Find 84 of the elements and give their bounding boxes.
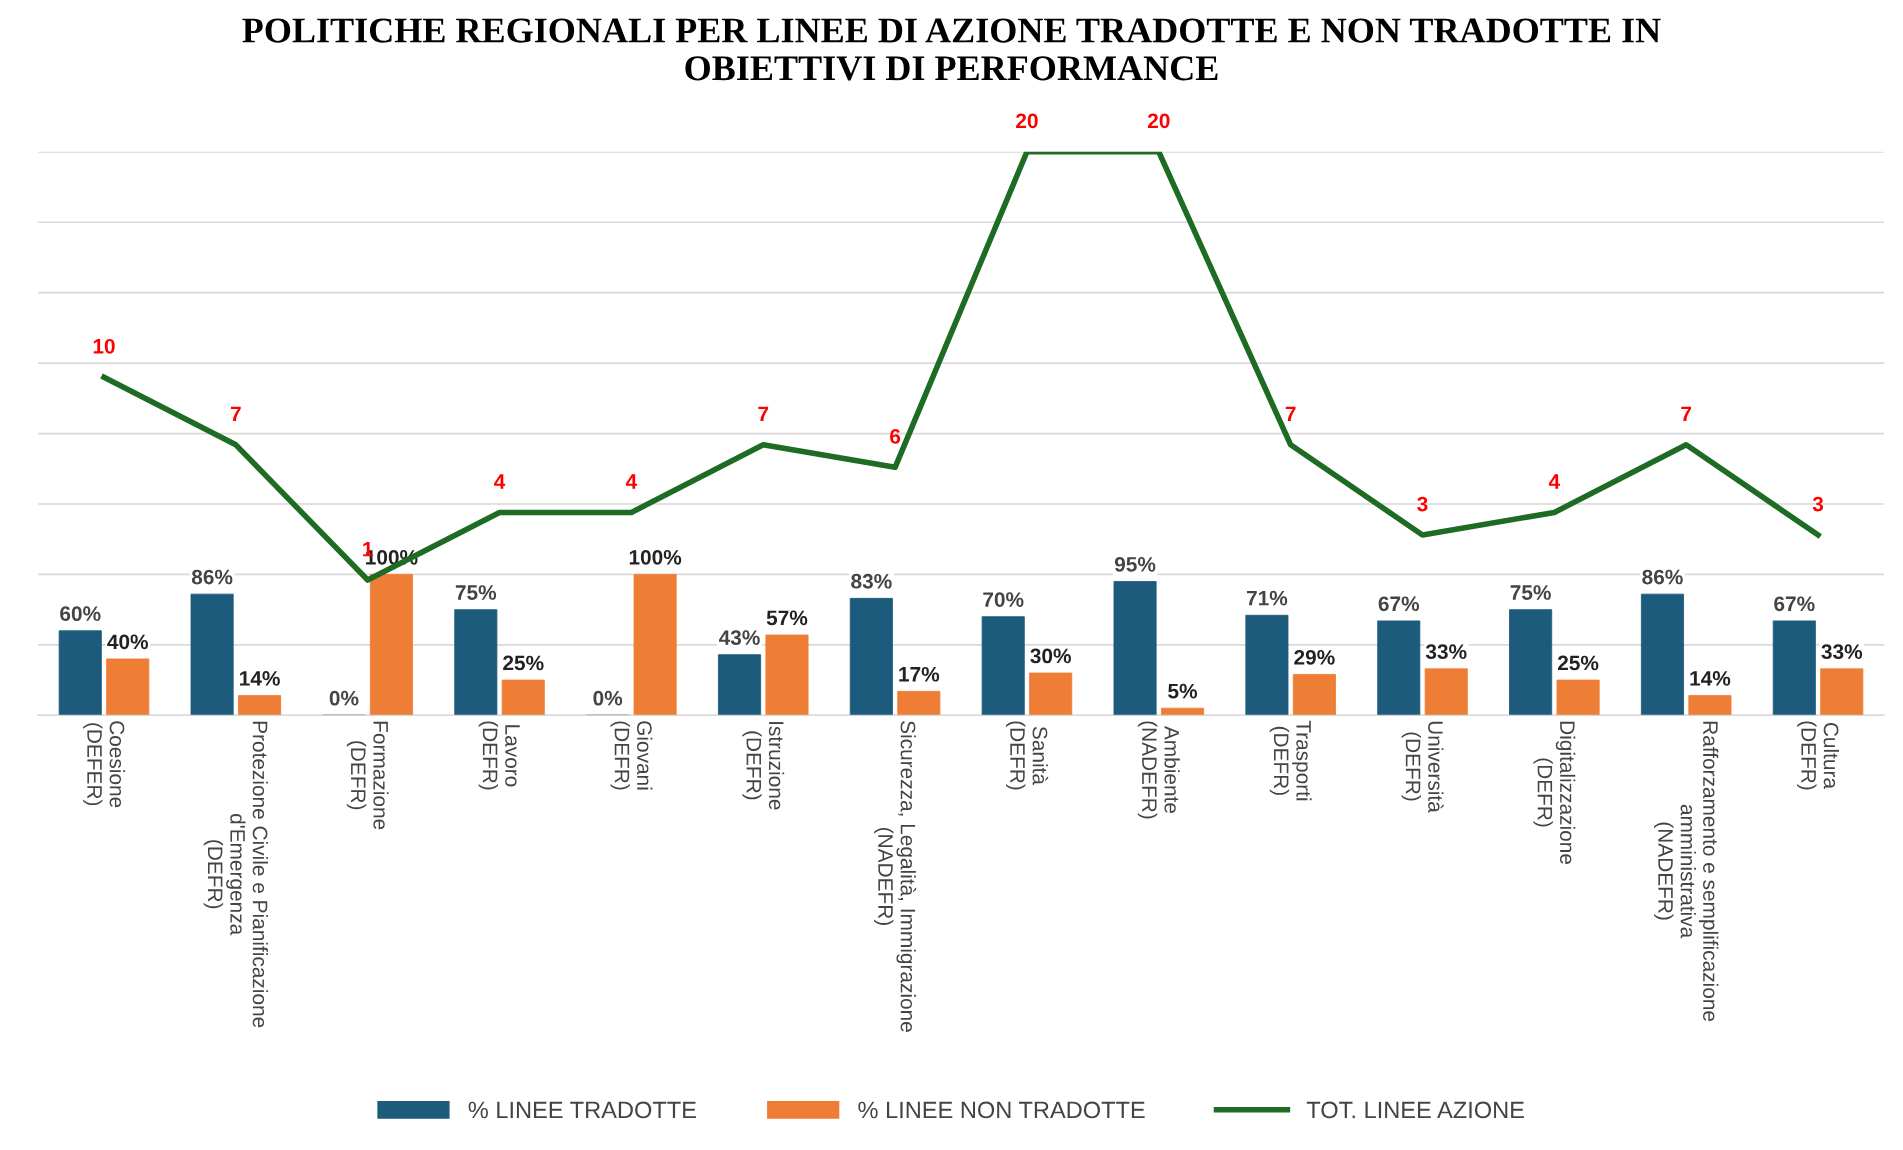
x-tick-label: Rafforzamento e semplificazione amministrativa (NADEFR) bbox=[1654, 721, 1719, 1022]
x-tick-label: Università (DEFR) bbox=[1401, 721, 1444, 813]
data-label: 3 bbox=[1417, 496, 1428, 512]
bar bbox=[1556, 679, 1600, 716]
data-label: 14% bbox=[240, 671, 280, 686]
data-label: 33% bbox=[1821, 644, 1863, 660]
data-label: 10 bbox=[93, 338, 115, 354]
data-label: 7 bbox=[1285, 406, 1296, 422]
bar bbox=[1820, 668, 1864, 716]
data-label: 71% bbox=[1246, 590, 1288, 606]
bar bbox=[190, 593, 234, 716]
bar bbox=[454, 609, 498, 716]
data-label: 86% bbox=[191, 569, 233, 585]
data-label: 60% bbox=[60, 606, 101, 622]
bar bbox=[717, 654, 762, 716]
x-tick-label: Ambiente (NADEFR) bbox=[1137, 721, 1180, 819]
x-tick-label: Giovani (DEFR) bbox=[610, 721, 653, 790]
data-label: 43% bbox=[718, 630, 760, 645]
data-label: 25% bbox=[1557, 655, 1599, 671]
bar bbox=[849, 597, 893, 716]
bar bbox=[633, 574, 677, 716]
data-label: 57% bbox=[766, 610, 808, 626]
data-label: 33% bbox=[1425, 644, 1467, 660]
data-label: 4 bbox=[494, 474, 506, 489]
data-label: 7 bbox=[1681, 406, 1692, 422]
bar bbox=[981, 616, 1025, 716]
bar bbox=[106, 658, 150, 716]
data-label: 6 bbox=[890, 429, 901, 444]
data-label: 3 bbox=[1812, 496, 1824, 512]
bar bbox=[1424, 668, 1468, 716]
bar bbox=[1640, 593, 1684, 716]
data-label: 4 bbox=[625, 474, 638, 489]
x-tick-label: Istruzione (DEFR) bbox=[742, 722, 785, 810]
bar bbox=[1245, 614, 1289, 716]
data-label: 5% bbox=[1168, 683, 1198, 699]
data-label: 14% bbox=[1690, 671, 1731, 686]
bar bbox=[1688, 695, 1732, 716]
bar bbox=[1509, 609, 1553, 716]
data-label: 7 bbox=[758, 406, 769, 422]
bar bbox=[1161, 707, 1205, 716]
data-label: 7 bbox=[230, 406, 241, 422]
x-tick-label: Protezione Civile e Pianificazione d'Emergenza (DEFR) bbox=[203, 721, 268, 1028]
data-label: 75% bbox=[1510, 585, 1551, 600]
data-label: 40% bbox=[107, 634, 149, 650]
bar bbox=[1292, 674, 1336, 716]
legend-label: TOT. LINEE AZIONE bbox=[1306, 1101, 1524, 1119]
legend-label: % LINEE NON TRADOTTE bbox=[858, 1101, 1145, 1119]
x-tick-label: Coesione (DEFER) bbox=[83, 721, 125, 808]
data-label: 17% bbox=[899, 666, 940, 682]
bar bbox=[765, 634, 809, 716]
data-label: 67% bbox=[1378, 596, 1420, 612]
bar bbox=[1377, 620, 1421, 716]
data-label: 75% bbox=[455, 585, 497, 600]
data-label: 83% bbox=[851, 573, 892, 589]
bar bbox=[1113, 581, 1157, 716]
legend-label: % LINEE TRADOTTE bbox=[468, 1101, 696, 1119]
data-label: 29% bbox=[1294, 649, 1335, 665]
data-label: 0% bbox=[329, 690, 359, 706]
x-tick-label: Sanità (DEFR) bbox=[1006, 721, 1049, 790]
x-tick-label: Formazione (DEFR) bbox=[346, 721, 389, 830]
data-label: 86% bbox=[1642, 569, 1683, 585]
x-tick-label: Lavoro (DEFR) bbox=[478, 721, 520, 790]
data-label: 67% bbox=[1774, 596, 1815, 612]
x-tick-label: Digitalizzazione (DEFR) bbox=[1533, 721, 1576, 864]
data-label: 70% bbox=[983, 592, 1024, 607]
bar bbox=[1772, 620, 1816, 716]
data-label: 25% bbox=[503, 655, 544, 671]
x-tick-label: Sicurezza, Legalità, Immigrazione (NADEFR) bbox=[874, 721, 917, 1032]
x-tick-label: Trasporti (DEFR) bbox=[1269, 720, 1312, 801]
x-tick-label: Cultura (DEFR) bbox=[1797, 721, 1839, 790]
data-label: 0% bbox=[593, 690, 623, 706]
data-label: 100% bbox=[629, 549, 682, 565]
bar bbox=[58, 630, 102, 716]
data-label: 20 bbox=[1147, 113, 1170, 129]
data-label: 4 bbox=[1548, 474, 1561, 489]
bar bbox=[897, 690, 941, 716]
data-label: 20 bbox=[1016, 113, 1038, 129]
data-label: 30% bbox=[1030, 648, 1071, 664]
bar bbox=[501, 679, 545, 716]
bar bbox=[238, 695, 282, 716]
bar bbox=[1029, 672, 1073, 716]
bar bbox=[369, 574, 413, 716]
data-label: 95% bbox=[1114, 556, 1156, 572]
chart-title: POLITICHE REGIONALI PER LINEE DI AZIONE TRADOTTE E NON TRADOTTE IN OBIETTIVI DI PERFORMANCE bbox=[242, 18, 1661, 81]
